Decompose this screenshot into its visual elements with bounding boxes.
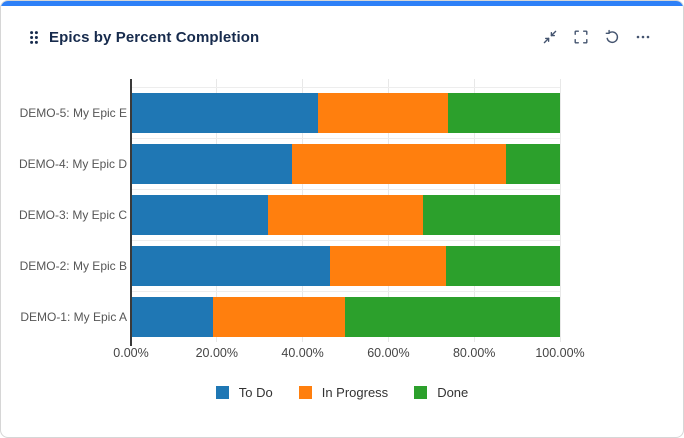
bar-segment-done[interactable] <box>345 296 560 337</box>
bar-segment-to-do[interactable] <box>131 296 213 337</box>
collapse-button[interactable] <box>541 29 558 46</box>
bar-segment-done[interactable] <box>448 92 560 133</box>
legend-swatch <box>298 386 312 399</box>
fullscreen-brackets-icon <box>573 29 589 45</box>
card-accent-bar <box>1 1 683 6</box>
x-tick-label: 100.00% <box>535 346 585 360</box>
gadget-title: Epics by Percent Completion <box>49 28 260 46</box>
chart-row: DEMO-1: My Epic A <box>20 291 560 342</box>
bar-segment-in-progress[interactable] <box>317 92 449 133</box>
bar-segment-to-do[interactable] <box>131 245 331 286</box>
legend-item-done[interactable]: Done <box>414 385 468 400</box>
bar-track <box>131 296 560 337</box>
legend-label: To Do <box>238 385 273 400</box>
bar-track <box>131 194 560 235</box>
gadget-header: Epics by Percent Completion <box>29 25 651 49</box>
collapse-arrows-icon <box>542 29 558 45</box>
refresh-button[interactable] <box>603 29 620 46</box>
horizontal-gridline <box>131 291 560 292</box>
bar-track <box>131 92 560 133</box>
drag-handle-icon[interactable] <box>29 30 39 45</box>
bar-segment-in-progress[interactable] <box>291 143 507 184</box>
bar-segment-in-progress[interactable] <box>268 194 423 235</box>
stacked-bar-plot-area: DEMO-5: My Epic E DEMO-4: My Epic D DEMO-3… <box>19 79 561 346</box>
gadget-toolbar <box>541 29 651 46</box>
legend-item-in-progress[interactable]: In Progress <box>298 385 389 400</box>
horizontal-gridline <box>131 87 560 88</box>
bar-segment-in-progress[interactable] <box>330 245 447 286</box>
bar-segment-to-do[interactable] <box>131 194 269 235</box>
x-tick-label: 0.00% <box>113 346 149 360</box>
bar-track <box>131 245 560 286</box>
x-tick-label: 80.00% <box>452 346 496 360</box>
category-label: DEMO-3: My Epic C <box>18 207 127 222</box>
ellipsis-icon <box>635 29 651 45</box>
legend-item-to-do[interactable]: To Do <box>215 385 273 400</box>
more-options-button[interactable] <box>634 29 651 46</box>
chart-row: DEMO-2: My Epic B <box>20 240 560 291</box>
vertical-gridline <box>559 79 561 342</box>
horizontal-gridline <box>131 138 560 139</box>
chart-legend: To Do In Progress Done <box>1 385 683 400</box>
bar-segment-to-do[interactable] <box>131 92 318 133</box>
category-label: DEMO-1: My Epic A <box>20 309 127 324</box>
category-label: DEMO-4: My Epic D <box>18 156 127 171</box>
x-tick-label: 20.00% <box>195 346 238 360</box>
bar-segment-done[interactable] <box>422 194 560 235</box>
chart-row: DEMO-5: My Epic E <box>20 87 560 138</box>
bar-track <box>131 143 560 184</box>
legend-swatch <box>414 386 428 399</box>
bar-segment-in-progress[interactable] <box>212 296 346 337</box>
y-axis-line <box>130 79 132 346</box>
bar-segment-to-do[interactable] <box>131 143 292 184</box>
category-label: DEMO-2: My Epic B <box>19 258 127 273</box>
category-label: DEMO-5: My Epic E <box>19 105 127 120</box>
fullscreen-button[interactable] <box>572 29 589 46</box>
x-tick-label: 40.00% <box>281 346 324 360</box>
horizontal-gridline <box>131 240 560 241</box>
bar-segment-done[interactable] <box>506 143 560 184</box>
x-axis: 0.00% 20.00% 40.00% 60.00% 80.00% 100.00% <box>113 346 584 362</box>
x-tick-label: 60.00% <box>367 346 410 360</box>
refresh-icon <box>604 29 620 45</box>
legend-label: In Progress <box>321 385 389 400</box>
chart-row: DEMO-4: My Epic D <box>19 138 560 189</box>
bar-segment-done[interactable] <box>446 245 560 286</box>
legend-label: Done <box>437 385 469 400</box>
chart-row: DEMO-3: My Epic C <box>19 189 560 240</box>
legend-swatch <box>215 386 229 399</box>
horizontal-gridline <box>131 189 560 190</box>
